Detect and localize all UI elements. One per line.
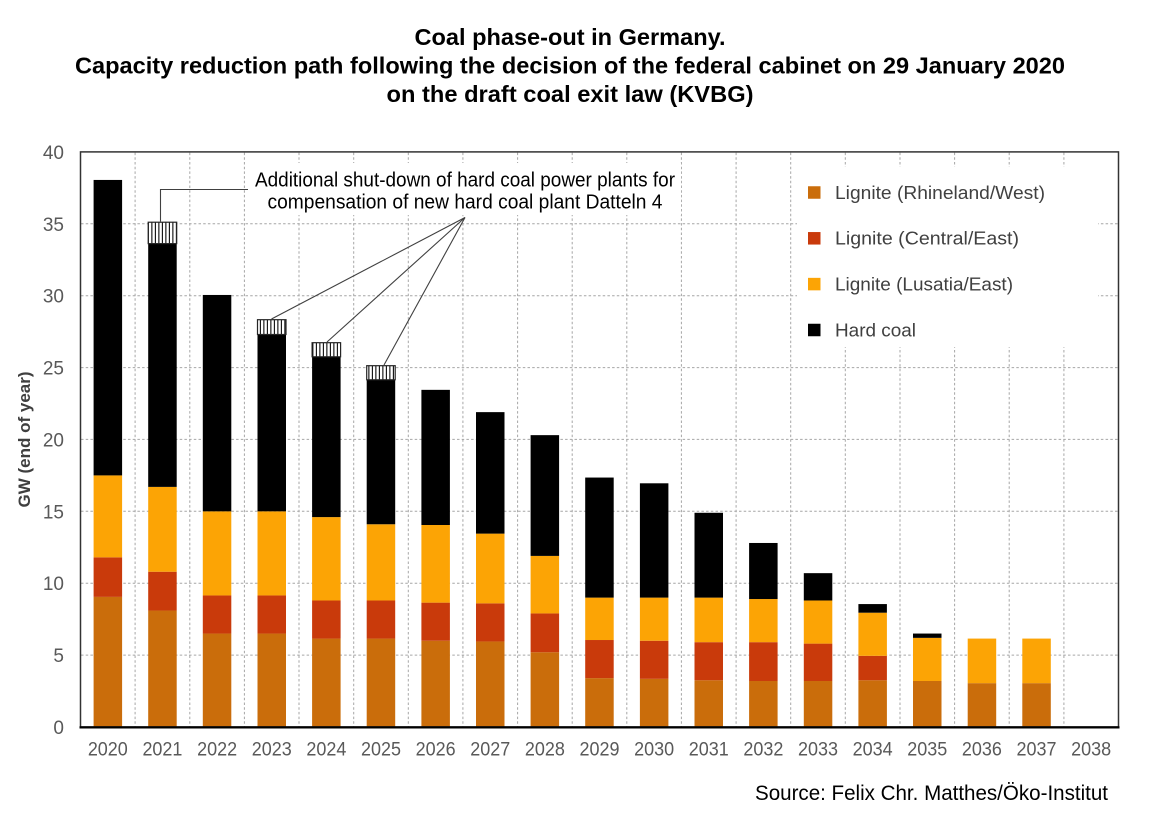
svg-text:2022: 2022 bbox=[197, 740, 237, 761]
svg-text:2038: 2038 bbox=[1071, 740, 1111, 761]
svg-text:25: 25 bbox=[43, 359, 64, 380]
svg-text:2033: 2033 bbox=[798, 740, 838, 761]
svg-text:2027: 2027 bbox=[470, 740, 510, 761]
svg-text:15: 15 bbox=[43, 502, 64, 523]
svg-text:Capacity reduction path follow: Capacity reduction path following the de… bbox=[75, 53, 1065, 79]
svg-text:GW (end of year): GW (end of year) bbox=[15, 371, 34, 507]
svg-text:2029: 2029 bbox=[580, 740, 620, 761]
svg-text:2030: 2030 bbox=[634, 740, 674, 761]
svg-text:2036: 2036 bbox=[962, 740, 1002, 761]
svg-text:Additional shut-down of hard c: Additional shut-down of hard coal power … bbox=[255, 170, 675, 192]
svg-text:Source: Felix Chr. Matthes/Öko: Source: Felix Chr. Matthes/Öko-Institut bbox=[755, 782, 1108, 805]
svg-text:2032: 2032 bbox=[743, 740, 783, 761]
svg-text:2035: 2035 bbox=[907, 740, 947, 761]
svg-text:40: 40 bbox=[43, 143, 64, 164]
svg-text:Lignite (Central/East): Lignite (Central/East) bbox=[835, 229, 1019, 249]
svg-text:2026: 2026 bbox=[416, 740, 456, 761]
svg-text:2020: 2020 bbox=[88, 740, 128, 761]
svg-text:Lignite (Rhineland/West): Lignite (Rhineland/West) bbox=[835, 183, 1045, 203]
svg-text:Hard coal: Hard coal bbox=[835, 320, 916, 340]
svg-text:Lignite (Lusatia/East): Lignite (Lusatia/East) bbox=[835, 274, 1013, 294]
svg-text:2021: 2021 bbox=[142, 740, 182, 761]
svg-text:2034: 2034 bbox=[853, 740, 893, 761]
svg-text:5: 5 bbox=[53, 646, 64, 667]
svg-text:2037: 2037 bbox=[1017, 740, 1057, 761]
svg-text:on the draft coal exit law (KV: on the draft coal exit law (KVBG) bbox=[387, 81, 754, 107]
svg-text:10: 10 bbox=[43, 574, 64, 595]
svg-text:2025: 2025 bbox=[361, 740, 401, 761]
svg-text:Coal phase-out in Germany.: Coal phase-out in Germany. bbox=[415, 24, 726, 50]
svg-text:2031: 2031 bbox=[689, 740, 729, 761]
svg-text:20: 20 bbox=[43, 430, 64, 451]
svg-text:30: 30 bbox=[43, 287, 64, 308]
svg-text:35: 35 bbox=[43, 215, 64, 236]
svg-text:2023: 2023 bbox=[252, 740, 292, 761]
svg-text:2024: 2024 bbox=[306, 740, 346, 761]
svg-text:0: 0 bbox=[53, 718, 64, 739]
svg-text:compensation of new hard coal: compensation of new hard coal plant Datt… bbox=[268, 192, 663, 214]
svg-text:2028: 2028 bbox=[525, 740, 565, 761]
